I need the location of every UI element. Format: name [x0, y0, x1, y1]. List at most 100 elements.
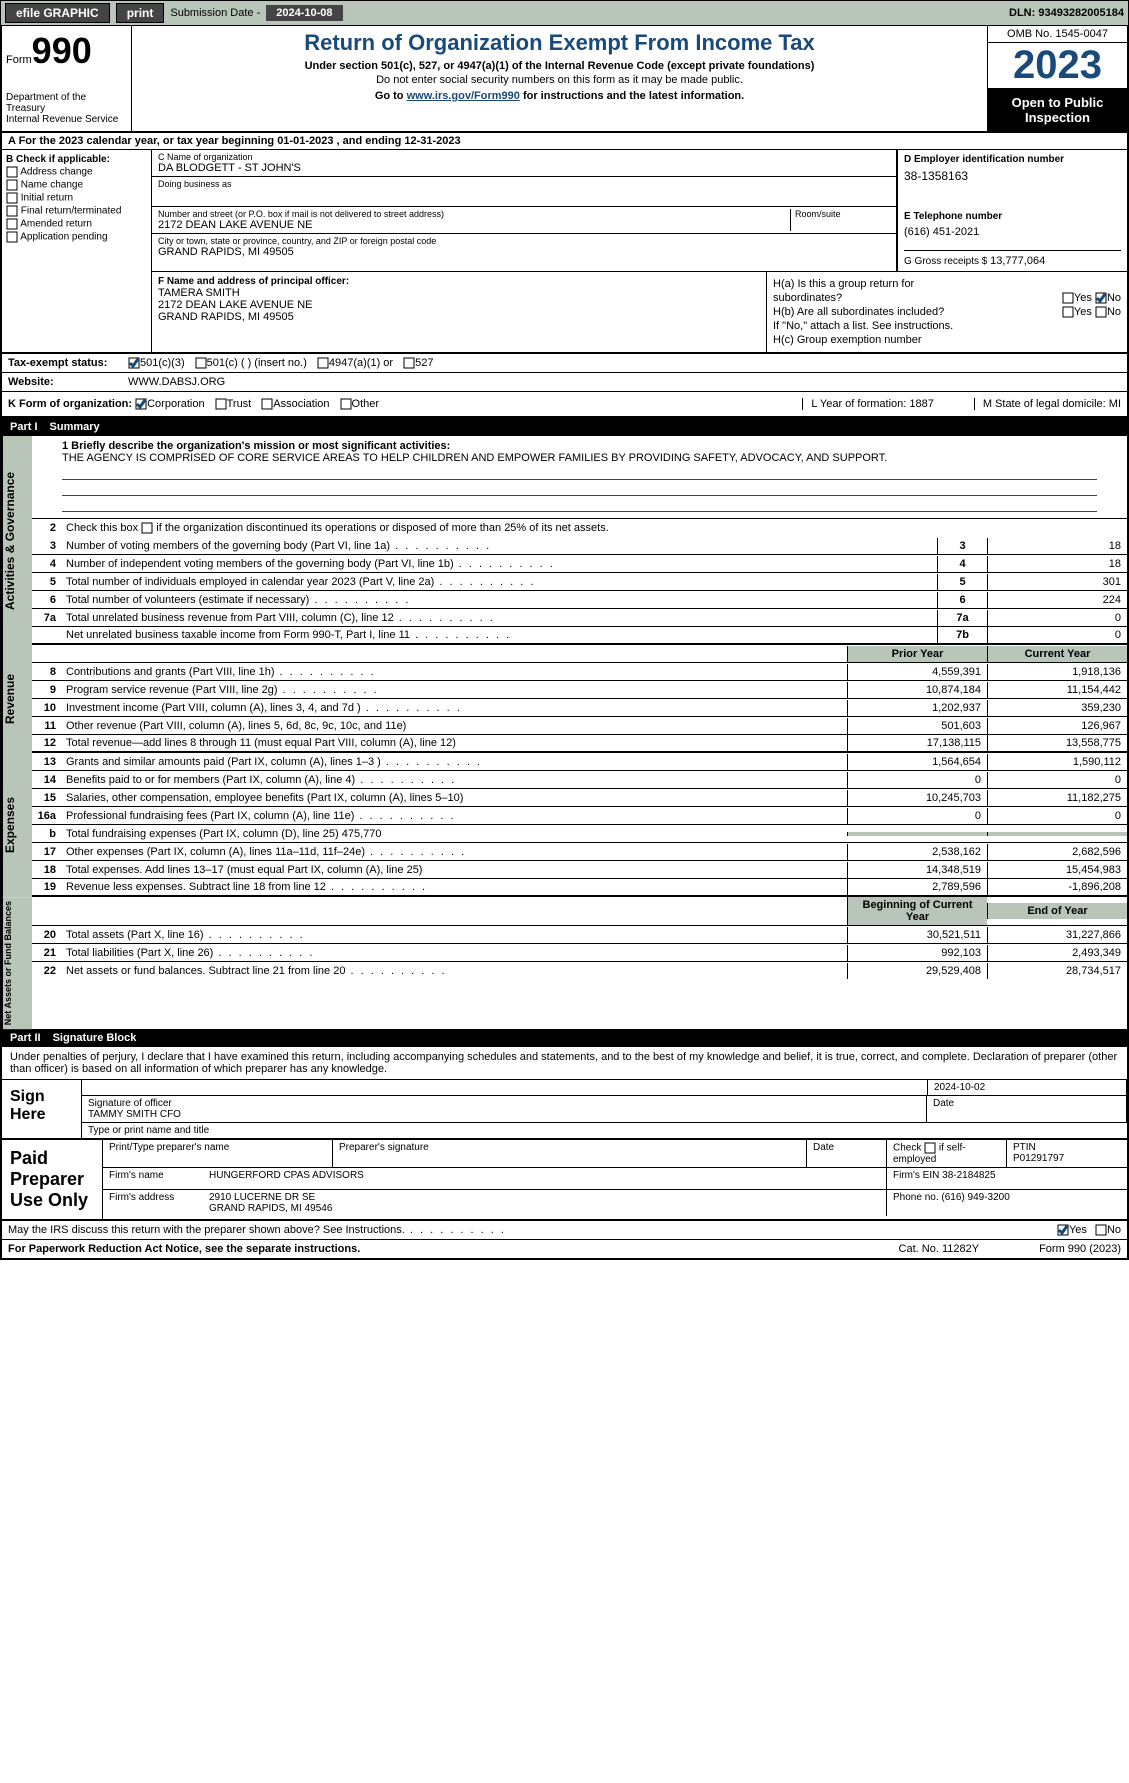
line-12-curr: 13,558,775	[987, 735, 1127, 751]
gross-receipts: 13,777,064	[990, 255, 1045, 267]
form-body: Form990 Department of the TreasuryIntern…	[0, 26, 1129, 1260]
name-label: Type or print name and title	[82, 1123, 1127, 1138]
check-527[interactable]	[403, 357, 415, 369]
side-na: Net Assets or Fund Balances	[2, 897, 32, 1029]
l-year: L Year of formation: 1887	[802, 398, 934, 410]
check-name-change[interactable]: Name change	[6, 179, 147, 191]
check-final-return[interactable]: Final return/terminated	[6, 205, 147, 217]
line-22-curr: 28,734,517	[987, 963, 1127, 979]
print-button[interactable]: print	[116, 3, 165, 23]
efile-label: efile GRAPHIC	[5, 3, 110, 23]
ha-no-check[interactable]	[1095, 292, 1107, 304]
i-label: Tax-exempt status:	[8, 357, 128, 369]
street-address: 2172 DEAN LAKE AVENUE NE	[158, 219, 790, 231]
mission-q: 1 Briefly describe the organization's mi…	[62, 440, 1097, 452]
line-16a-text: Professional fundraising fees (Part IX, …	[62, 808, 847, 824]
line-10-curr: 359,230	[987, 700, 1127, 716]
paid-prep-label: Paid Preparer Use Only	[2, 1140, 102, 1219]
line-19-curr: -1,896,208	[987, 879, 1127, 895]
cat-no: Cat. No. 11282Y	[899, 1243, 980, 1255]
form-footer: Form 990 (2023)	[1039, 1243, 1121, 1255]
line-16a-prior: 0	[847, 808, 987, 824]
line-17-text: Other expenses (Part IX, column (A), lin…	[62, 844, 847, 860]
check-other[interactable]	[340, 398, 352, 410]
line-18-prior: 14,348,519	[847, 862, 987, 878]
discuss-no-check[interactable]	[1095, 1224, 1107, 1236]
side-rev: Revenue	[2, 645, 32, 753]
check-501c[interactable]	[195, 357, 207, 369]
line-2: Check this box if the organization disco…	[62, 520, 1127, 536]
check-pending[interactable]: Application pending	[6, 231, 147, 243]
goto-line: Go to www.irs.gov/Form990 for instructio…	[136, 90, 983, 102]
line-11-prior: 501,603	[847, 718, 987, 734]
line-6-val: 224	[987, 592, 1127, 608]
check-self-employed[interactable]	[924, 1142, 936, 1154]
line-18-text: Total expenses. Add lines 13–17 (must eq…	[62, 862, 847, 878]
prep-date-label: Date	[807, 1140, 887, 1167]
check-discontinued[interactable]	[141, 522, 153, 534]
boy-hdr: Beginning of Current Year	[847, 897, 987, 925]
line-3-text: Number of voting members of the governin…	[62, 538, 937, 554]
firm-addr1: 2910 LUCERNE DR SE	[209, 1192, 880, 1203]
line-15-curr: 11,182,275	[987, 790, 1127, 806]
gross-receipts-label: G Gross receipts $	[904, 256, 990, 267]
line-11-text: Other revenue (Part VIII, column (A), li…	[62, 718, 847, 734]
part1-header: Part ISummary	[2, 418, 1127, 436]
line-20-text: Total assets (Part X, line 16)	[62, 927, 847, 943]
line-5-val: 301	[987, 574, 1127, 590]
ha-label: H(a) Is this a group return for	[773, 278, 914, 290]
subdate-label: Submission Date -	[170, 7, 260, 19]
line-22-text: Net assets or fund balances. Subtract li…	[62, 963, 847, 979]
line-7b-text: Net unrelated business taxable income fr…	[62, 627, 937, 643]
line-8-curr: 1,918,136	[987, 664, 1127, 680]
dln: DLN: 93493282005184	[1009, 7, 1124, 19]
line-17-prior: 2,538,162	[847, 844, 987, 860]
check-initial-return[interactable]: Initial return	[6, 192, 147, 204]
eoy-hdr: End of Year	[987, 903, 1127, 919]
discuss-yes-check[interactable]	[1057, 1224, 1069, 1236]
check-501c3[interactable]	[128, 357, 140, 369]
officer-addr1: 2172 DEAN LAKE AVENUE NE	[158, 299, 760, 311]
line-21-prior: 992,103	[847, 945, 987, 961]
check-amended[interactable]: Amended return	[6, 218, 147, 230]
firm-ein: 38-2184825	[942, 1170, 995, 1181]
curr-year-hdr: Current Year	[987, 646, 1127, 662]
line-3-val: 18	[987, 538, 1127, 554]
line-16b-text: Total fundraising expenses (Part IX, col…	[62, 826, 847, 842]
line-8-prior: 4,559,391	[847, 664, 987, 680]
line-20-curr: 31,227,866	[987, 927, 1127, 943]
prep-sig-label: Preparer's signature	[333, 1140, 807, 1167]
line-19-text: Revenue less expenses. Subtract line 18 …	[62, 879, 847, 895]
firm-ein-label: Firm's EIN	[893, 1170, 939, 1181]
hb-yes-check[interactable]	[1062, 306, 1074, 318]
inspection-label: Open to PublicInspection	[988, 89, 1127, 131]
line-15-prior: 10,245,703	[847, 790, 987, 806]
subtitle-1: Under section 501(c), 527, or 4947(a)(1)…	[136, 60, 983, 72]
date-label: Date	[927, 1096, 1127, 1122]
line-7a-val: 0	[987, 610, 1127, 626]
ha-yes-check[interactable]	[1062, 292, 1074, 304]
line-9-text: Program service revenue (Part VIII, line…	[62, 682, 847, 698]
sig-intro: Under penalties of perjury, I declare th…	[2, 1047, 1127, 1080]
check-assoc[interactable]	[261, 398, 273, 410]
line-18-curr: 15,454,983	[987, 862, 1127, 878]
line-15-text: Salaries, other compensation, employee b…	[62, 790, 847, 806]
line-7a-text: Total unrelated business revenue from Pa…	[62, 610, 937, 626]
irs-link[interactable]: www.irs.gov/Form990	[407, 90, 520, 102]
line-10-text: Investment income (Part VIII, column (A)…	[62, 700, 847, 716]
website-value: WWW.DABSJ.ORG	[128, 376, 225, 388]
check-trust[interactable]	[215, 398, 227, 410]
sig-date: 2024-10-02	[927, 1080, 1127, 1095]
officer-label: F Name and address of principal officer:	[158, 276, 760, 287]
check-corp[interactable]	[135, 398, 147, 410]
hb-no-check[interactable]	[1095, 306, 1107, 318]
line-9-curr: 11,154,442	[987, 682, 1127, 698]
line-12-text: Total revenue—add lines 8 through 11 (mu…	[62, 735, 847, 751]
line-13-prior: 1,564,654	[847, 754, 987, 770]
paperwork-notice: For Paperwork Reduction Act Notice, see …	[8, 1243, 360, 1255]
j-label: Website:	[8, 376, 128, 388]
prior-year-hdr: Prior Year	[847, 646, 987, 662]
check-address-change[interactable]: Address change	[6, 166, 147, 178]
check-4947[interactable]	[317, 357, 329, 369]
room-label: Room/suite	[795, 209, 890, 219]
